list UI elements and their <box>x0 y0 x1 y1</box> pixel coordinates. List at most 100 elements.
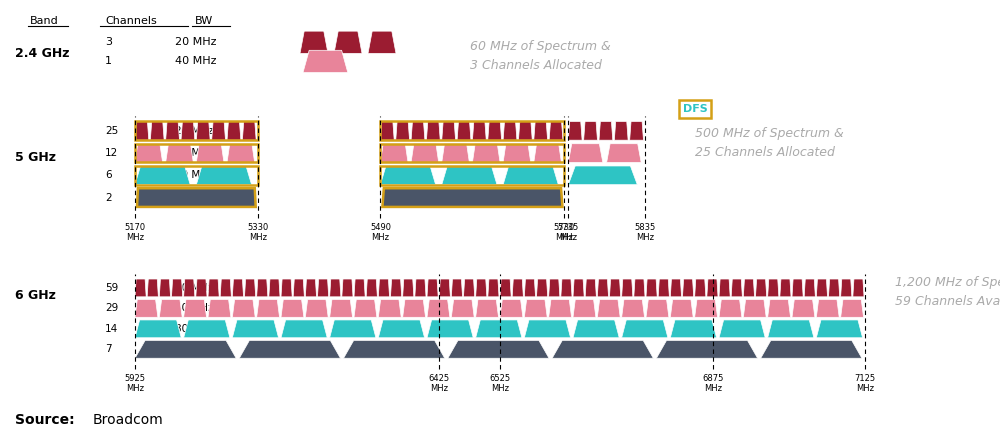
Polygon shape <box>344 340 445 358</box>
Polygon shape <box>378 299 401 317</box>
Text: 40 MHz: 40 MHz <box>175 303 214 313</box>
Polygon shape <box>488 121 502 140</box>
Text: 160 MHz: 160 MHz <box>175 193 220 202</box>
Polygon shape <box>257 299 280 317</box>
Polygon shape <box>135 121 149 140</box>
Polygon shape <box>568 121 582 140</box>
Polygon shape <box>585 279 596 297</box>
Text: 5735
MHz: 5735 MHz <box>558 222 579 242</box>
Text: 6875
MHz: 6875 MHz <box>702 374 724 393</box>
Polygon shape <box>719 320 765 338</box>
Polygon shape <box>731 279 742 297</box>
Polygon shape <box>232 299 255 317</box>
Text: 1,200 MHz of Spectrum &: 1,200 MHz of Spectrum & <box>895 276 1000 289</box>
Polygon shape <box>549 279 560 297</box>
Text: 5330
MHz: 5330 MHz <box>247 222 268 242</box>
Polygon shape <box>330 279 341 297</box>
Polygon shape <box>184 279 195 297</box>
Text: 5490
MHz: 5490 MHz <box>370 222 391 242</box>
Text: 7125
MHz: 7125 MHz <box>854 374 876 393</box>
Polygon shape <box>656 340 758 358</box>
Text: 60 MHz of Spectrum &: 60 MHz of Spectrum & <box>470 40 611 53</box>
Polygon shape <box>354 279 365 297</box>
Text: 2: 2 <box>105 193 112 202</box>
Polygon shape <box>630 121 643 140</box>
Polygon shape <box>792 299 815 317</box>
Polygon shape <box>816 279 828 297</box>
Text: Source:: Source: <box>15 413 75 427</box>
Text: 6: 6 <box>105 170 112 180</box>
Polygon shape <box>318 279 329 297</box>
Polygon shape <box>212 121 225 140</box>
Polygon shape <box>166 144 193 162</box>
Polygon shape <box>549 299 572 317</box>
Polygon shape <box>380 166 436 185</box>
Polygon shape <box>597 279 609 297</box>
Polygon shape <box>368 31 396 53</box>
Text: 5835
MHz: 5835 MHz <box>634 222 656 242</box>
Polygon shape <box>463 279 475 297</box>
Polygon shape <box>442 121 456 140</box>
Polygon shape <box>552 340 653 358</box>
Polygon shape <box>208 299 231 317</box>
Polygon shape <box>227 121 241 140</box>
Text: 6 GHz: 6 GHz <box>15 289 56 303</box>
Polygon shape <box>281 299 304 317</box>
Polygon shape <box>208 279 219 297</box>
Polygon shape <box>768 279 779 297</box>
Polygon shape <box>442 166 497 185</box>
Polygon shape <box>354 299 377 317</box>
Polygon shape <box>334 31 362 53</box>
Polygon shape <box>743 279 755 297</box>
Polygon shape <box>257 279 268 297</box>
Polygon shape <box>622 279 633 297</box>
Polygon shape <box>378 279 390 297</box>
Polygon shape <box>135 320 181 338</box>
Polygon shape <box>330 320 376 338</box>
Text: Channels: Channels <box>105 16 157 25</box>
Polygon shape <box>607 144 641 162</box>
Polygon shape <box>670 320 717 338</box>
Polygon shape <box>599 121 613 140</box>
Polygon shape <box>518 121 532 140</box>
Polygon shape <box>426 121 440 140</box>
Polygon shape <box>342 279 353 297</box>
Text: 80 MHz: 80 MHz <box>175 324 214 334</box>
Polygon shape <box>330 299 353 317</box>
Polygon shape <box>396 121 410 140</box>
Polygon shape <box>303 50 348 73</box>
Polygon shape <box>427 279 438 297</box>
Polygon shape <box>390 279 402 297</box>
Polygon shape <box>439 279 450 297</box>
Polygon shape <box>135 340 236 358</box>
Polygon shape <box>476 279 487 297</box>
Polygon shape <box>181 121 195 140</box>
Polygon shape <box>792 279 803 297</box>
Text: 25: 25 <box>105 126 118 136</box>
Polygon shape <box>380 121 394 140</box>
Polygon shape <box>427 320 473 338</box>
Polygon shape <box>573 279 584 297</box>
Polygon shape <box>196 279 207 297</box>
Polygon shape <box>719 279 730 297</box>
Polygon shape <box>184 320 230 338</box>
Polygon shape <box>584 121 597 140</box>
Polygon shape <box>614 121 628 140</box>
Polygon shape <box>568 144 603 162</box>
Polygon shape <box>476 299 499 317</box>
Polygon shape <box>573 299 596 317</box>
Polygon shape <box>670 299 693 317</box>
Polygon shape <box>646 279 657 297</box>
Text: 3 Channels Allocated: 3 Channels Allocated <box>470 59 602 72</box>
Polygon shape <box>159 299 182 317</box>
Text: 3: 3 <box>105 37 112 47</box>
Polygon shape <box>448 340 549 358</box>
Text: 59: 59 <box>105 283 118 293</box>
Polygon shape <box>472 121 486 140</box>
Polygon shape <box>380 144 408 162</box>
Polygon shape <box>719 299 742 317</box>
Polygon shape <box>378 320 425 338</box>
Polygon shape <box>568 166 637 185</box>
Polygon shape <box>549 121 563 140</box>
Polygon shape <box>403 279 414 297</box>
